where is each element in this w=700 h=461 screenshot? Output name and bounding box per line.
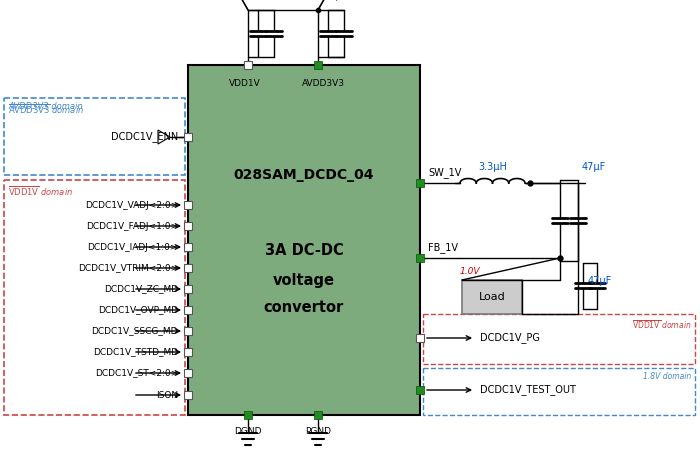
Bar: [184, 391, 192, 399]
Bar: [184, 133, 192, 141]
Text: DCDC1V_PG: DCDC1V_PG: [480, 332, 540, 343]
Text: 1.8V domain: 1.8V domain: [643, 372, 691, 381]
Bar: [188, 65, 420, 415]
Bar: [314, 411, 322, 419]
Bar: [314, 61, 322, 69]
Text: DCDC1V_VTRIM<2:0>: DCDC1V_VTRIM<2:0>: [78, 264, 178, 272]
Text: AVDD3V3: AVDD3V3: [302, 79, 344, 88]
Bar: [184, 348, 192, 356]
Text: DCDC1V_ZC_MD: DCDC1V_ZC_MD: [104, 284, 178, 294]
Bar: [184, 222, 192, 230]
Text: 028SAM_DCDC_04: 028SAM_DCDC_04: [234, 168, 374, 182]
Text: DCDC1V_TEST_OUT: DCDC1V_TEST_OUT: [480, 384, 576, 396]
Text: voltage: voltage: [273, 272, 335, 288]
Text: Load: Load: [479, 292, 505, 302]
Text: DCDC1V_IADJ<1:0>: DCDC1V_IADJ<1:0>: [88, 242, 178, 252]
Bar: [4, 180, 185, 415]
Bar: [184, 327, 192, 335]
Bar: [423, 314, 695, 364]
Bar: [416, 386, 424, 394]
Bar: [423, 368, 695, 415]
Text: convertor: convertor: [264, 301, 344, 315]
Text: DGND: DGND: [234, 427, 262, 436]
Bar: [184, 285, 192, 293]
Bar: [4, 98, 185, 175]
Text: 47μF: 47μF: [582, 162, 606, 172]
Text: AVDD3V3 domain: AVDD3V3 domain: [8, 102, 83, 111]
Text: VDD1V: VDD1V: [229, 79, 261, 88]
Text: ISON: ISON: [156, 390, 178, 400]
Bar: [184, 306, 192, 314]
Text: 47μF: 47μF: [588, 276, 612, 286]
Bar: [244, 411, 252, 419]
Bar: [184, 201, 192, 209]
Text: 3.3μH: 3.3μH: [478, 162, 507, 172]
Bar: [416, 334, 424, 342]
Text: PGND: PGND: [305, 427, 331, 436]
Bar: [462, 280, 522, 314]
Text: FB_1V: FB_1V: [428, 242, 458, 254]
Text: $\overline{\rm VDD1V}$ domain: $\overline{\rm VDD1V}$ domain: [631, 318, 691, 331]
Text: $\overline{\rm AVDD3V3}$ domain: $\overline{\rm AVDD3V3}$ domain: [8, 102, 84, 116]
Text: DCDC1V_SSCG_MD: DCDC1V_SSCG_MD: [92, 326, 178, 336]
Bar: [184, 243, 192, 251]
Text: DCDC1V_VADJ<2:0>: DCDC1V_VADJ<2:0>: [85, 201, 178, 209]
Text: DCDC1V_TSTD_MD: DCDC1V_TSTD_MD: [93, 348, 178, 356]
Text: DCDC1V_ST<2:0>: DCDC1V_ST<2:0>: [94, 368, 178, 378]
Bar: [416, 179, 424, 187]
Bar: [184, 264, 192, 272]
Text: 1.0V: 1.0V: [460, 267, 480, 277]
Bar: [416, 254, 424, 262]
Text: 3A DC-DC: 3A DC-DC: [265, 242, 344, 258]
Bar: [184, 369, 192, 377]
Text: DCDC1V_FADJ<1:0>: DCDC1V_FADJ<1:0>: [86, 221, 178, 230]
Bar: [244, 61, 252, 69]
Text: SW_1V: SW_1V: [428, 167, 461, 178]
Text: DCDC1V_ENN: DCDC1V_ENN: [111, 131, 178, 142]
Text: DCDC1V_OVP_MD: DCDC1V_OVP_MD: [98, 306, 178, 314]
Text: $\overline{\rm VDD1V}$ domain: $\overline{\rm VDD1V}$ domain: [8, 184, 73, 198]
